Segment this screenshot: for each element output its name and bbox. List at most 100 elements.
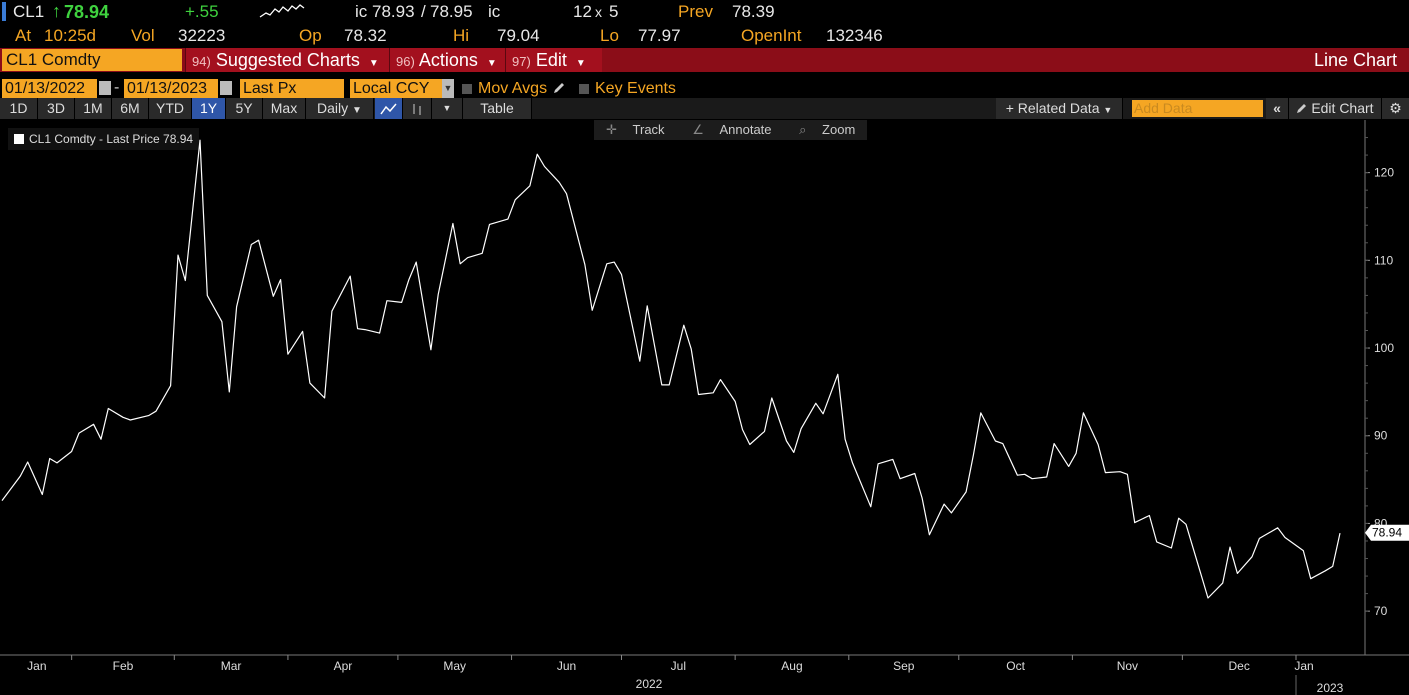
range-1d[interactable]: 1D	[0, 98, 38, 119]
last-price-value: 78.94	[1372, 526, 1402, 540]
x-month-label: Jan	[27, 659, 46, 673]
range-toolbar: 1D 3D 1M 6M YTD 1Y 5Y Max Daily ▼ ▼ Tabl…	[0, 98, 1409, 119]
range-1m[interactable]: 1M	[75, 98, 112, 119]
line-chart-icon[interactable]	[375, 98, 403, 119]
quote-row-2: At 10:25d Vol 32223 Op 78.32 Hi 79.04 Lo…	[0, 24, 1409, 48]
suggested-charts-label: Suggested Charts	[215, 50, 360, 70]
x-month-label: Feb	[113, 659, 134, 673]
security-field[interactable]: CL1 Comdty	[2, 49, 182, 71]
annotate-icon: ∠	[692, 122, 704, 137]
checkbox-icon	[462, 83, 472, 94]
range-3d[interactable]: 3D	[38, 98, 75, 119]
x-month-label: Jul	[671, 659, 686, 673]
frequency-label: Daily	[317, 100, 349, 116]
bid-size: 12	[573, 2, 592, 21]
range-ytd[interactable]: YTD	[149, 98, 192, 119]
net-change: +.55	[185, 2, 219, 21]
legend-label: CL1 Comdty - Last Price 78.94	[29, 132, 194, 146]
x-month-label: Mar	[221, 659, 242, 673]
quote-time: 10:25d	[44, 26, 96, 45]
related-data-label: Related Data	[1017, 100, 1100, 116]
table-button[interactable]: Table	[463, 98, 532, 119]
price-chart[interactable]: Jan Feb Mar Apr May Jun Jul Aug Sep Oct Nov Dec Jan 2…	[0, 120, 1409, 695]
zoom-tool[interactable]: ⌕ Zoom	[787, 120, 867, 140]
size-x: x	[595, 4, 602, 20]
up-arrow-icon: ↑	[52, 1, 61, 21]
track-label: Track	[632, 122, 665, 137]
key-events-label: Key Events	[595, 80, 676, 97]
openint-value: 132346	[826, 26, 883, 45]
start-date-input[interactable]: 01/13/2022	[2, 79, 97, 98]
x-month-label: Nov	[1117, 659, 1138, 673]
edit-num: 97)	[512, 54, 531, 69]
x-month-label: Dec	[1229, 659, 1250, 673]
mov-avgs-toggle[interactable]: Mov Avgs	[462, 80, 547, 98]
vol-value: 32223	[178, 26, 226, 45]
price-line	[1, 139, 1341, 599]
currency-select[interactable]: Local CCY	[350, 79, 442, 98]
ticker-marker	[2, 2, 6, 21]
mov-avgs-label: Mov Avgs	[478, 80, 548, 97]
ask-suffix: ic	[488, 2, 501, 21]
calendar-icon[interactable]	[99, 81, 111, 95]
ticker[interactable]: CL1	[13, 2, 45, 21]
chevron-down-icon: ▼	[486, 58, 497, 69]
edit-chart-label: Edit Chart	[1311, 100, 1374, 116]
vol-label: Vol	[131, 26, 155, 45]
actions-label: Actions	[418, 50, 478, 70]
end-date-input[interactable]: 01/13/2023	[124, 79, 218, 98]
edit-chart-button[interactable]: Edit Chart	[1289, 98, 1382, 119]
suggested-charts-button[interactable]: 94) Suggested Charts ▼	[185, 48, 399, 72]
gear-icon[interactable]: ⚙	[1382, 98, 1409, 119]
low-value: 77.97	[638, 26, 681, 45]
date-dash: -	[114, 79, 120, 96]
open-label: Op	[299, 26, 322, 45]
chevron-down-icon: ▼	[1103, 105, 1113, 115]
calendar-icon[interactable]	[220, 81, 232, 95]
field-select[interactable]: Last Px	[240, 79, 344, 98]
key-events-toggle[interactable]: Key Events	[579, 80, 676, 98]
collapse-icon[interactable]: «	[1266, 98, 1289, 119]
openint-label: OpenInt	[741, 26, 802, 45]
annotate-label: Annotate	[719, 122, 772, 137]
bid: 78.93	[372, 2, 415, 21]
y-tick-label: 70	[1374, 604, 1388, 618]
pencil-icon[interactable]	[553, 82, 565, 94]
x-month-label: Apr	[334, 659, 353, 673]
at-label: At	[15, 26, 32, 45]
pencil-icon	[1297, 104, 1307, 113]
chevron-down-icon[interactable]: ▼	[432, 98, 463, 119]
bid-ask-sep: /	[421, 2, 426, 21]
crosshair-icon: ✛	[606, 122, 617, 137]
bid-ask-label: ic	[355, 2, 368, 21]
open-value: 78.32	[344, 26, 387, 45]
range-max[interactable]: Max	[263, 98, 306, 119]
x-month-label: Aug	[781, 659, 802, 673]
bar-chart-icon[interactable]	[403, 98, 432, 119]
related-data-button[interactable]: + Related Data ▼	[996, 98, 1123, 119]
ask-size: 5	[609, 2, 619, 21]
add-data-input[interactable]: Add Data	[1132, 100, 1263, 117]
x-year-label: 2023	[1317, 681, 1344, 695]
checkbox-icon	[579, 83, 589, 94]
x-month-label: Sep	[893, 659, 915, 673]
date-controls: 01/13/2022 - 01/13/2023 Last Px Local CC…	[0, 77, 1409, 99]
prev-value: 78.39	[732, 2, 775, 21]
range-5y[interactable]: 5Y	[226, 98, 263, 119]
prev-label: Prev	[678, 2, 713, 21]
range-6m[interactable]: 6M	[112, 98, 149, 119]
actions-button[interactable]: 96) Actions ▼	[389, 48, 515, 72]
chevron-down-icon: ▼	[352, 105, 362, 116]
y-tick-label: 110	[1374, 253, 1393, 267]
frequency-select[interactable]: Daily ▼	[306, 98, 374, 119]
low-label: Lo	[600, 26, 619, 45]
chevron-down-icon[interactable]: ▼	[442, 79, 454, 98]
annotate-tool[interactable]: ∠ Annotate	[680, 120, 783, 140]
range-1y[interactable]: 1Y	[192, 98, 226, 119]
y-tick-label: 120	[1374, 166, 1394, 180]
chart-legend[interactable]: CL1 Comdty - Last Price 78.94	[8, 128, 200, 150]
track-tool[interactable]: ✛ Track	[594, 120, 677, 140]
chart-tools: ✛ Track ∠ Annotate ⌕ Zoom	[594, 120, 868, 140]
edit-button[interactable]: 97) Edit ▼	[505, 48, 602, 72]
